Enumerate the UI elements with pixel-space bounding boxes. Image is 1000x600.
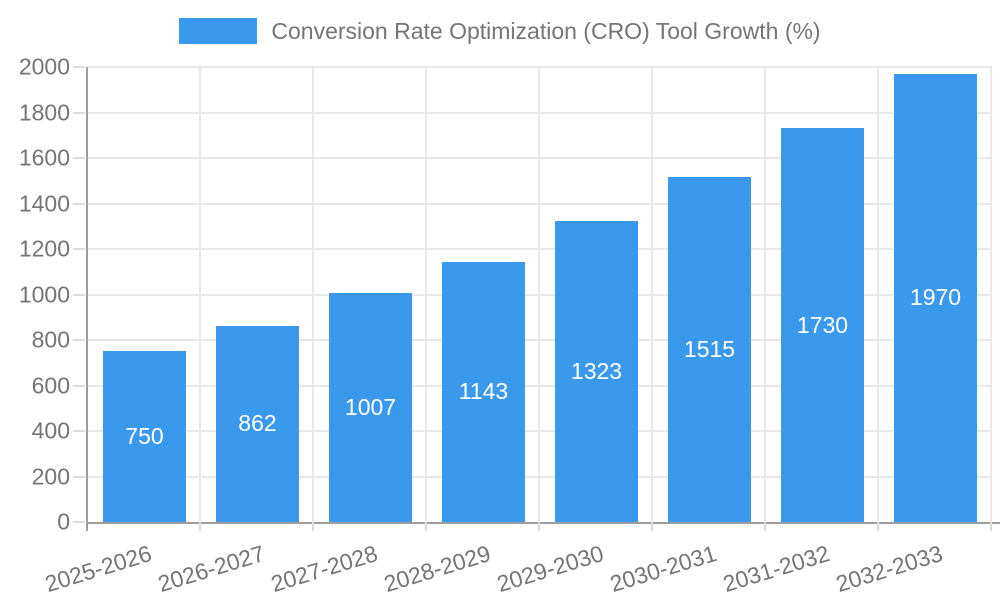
bar[interactable]: 1143 — [442, 261, 525, 522]
y-axis-tick-label: 1600 — [18, 144, 70, 171]
legend-swatch — [179, 18, 258, 44]
bar-value-label: 1143 — [458, 378, 509, 405]
bar-value-label: 1007 — [344, 393, 397, 420]
gridline-horizontal — [88, 339, 992, 341]
x-axis-tick-label: 2031-2032 — [719, 540, 833, 598]
gridline-vertical — [764, 67, 766, 522]
bar-value-label: 1970 — [909, 284, 962, 311]
x-axis-tick — [990, 522, 992, 531]
legend: Conversion Rate Optimization (CRO) Tool … — [0, 16, 1000, 46]
bar[interactable]: 1007 — [329, 292, 412, 522]
bar-value-label: 1323 — [570, 358, 623, 385]
gridline-vertical — [651, 67, 653, 522]
y-axis-tick-label: 200 — [31, 463, 70, 489]
y-axis-tick — [73, 339, 85, 341]
x-axis-tick — [538, 522, 540, 531]
x-axis-tick — [425, 522, 427, 531]
gridline-horizontal — [88, 111, 992, 114]
gridline-vertical — [425, 67, 427, 522]
bar-value-label: 750 — [125, 423, 164, 450]
bar-value-label: 862 — [238, 410, 277, 437]
x-axis-tick — [312, 522, 314, 531]
legend-label: Conversion Rate Optimization (CRO) Tool … — [271, 18, 821, 44]
y-axis-tick-label: 400 — [31, 417, 70, 444]
bar[interactable]: 1730 — [781, 128, 864, 522]
y-axis-tick — [73, 475, 85, 478]
x-axis-tick — [877, 522, 879, 531]
gridline-vertical — [199, 67, 201, 522]
x-axis-tick — [199, 522, 201, 531]
x-axis-tick-label: 2032-2033 — [832, 540, 946, 598]
bar-value-label: 1730 — [796, 311, 849, 338]
legend-item[interactable]: Conversion Rate Optimization (CRO) Tool … — [179, 16, 821, 46]
x-axis-tick-label: 2025-2026 — [41, 540, 155, 598]
gridline-horizontal — [88, 157, 992, 159]
y-axis-tick-label: 600 — [31, 372, 70, 398]
bar[interactable]: 1970 — [894, 73, 977, 522]
x-axis-tick-label: 2028-2029 — [380, 540, 494, 598]
gridline-vertical — [312, 67, 314, 522]
y-axis-tick — [73, 66, 85, 68]
y-axis-tick — [73, 202, 85, 205]
y-axis-tick-label: 1800 — [18, 99, 70, 125]
x-axis-labels: 2025-2026 2026-2027 2027-2028 2028-2029 2029… — [41, 522, 992, 600]
gridline-horizontal — [88, 248, 992, 250]
y-axis-tick — [73, 521, 85, 523]
gridline-vertical — [990, 67, 992, 522]
gridline-horizontal — [88, 66, 992, 68]
bar[interactable]: 750 — [103, 351, 186, 522]
x-axis-tick-label: 2027-2028 — [267, 540, 381, 598]
y-axis-tick — [73, 430, 85, 432]
gridline-horizontal — [88, 384, 992, 387]
bar[interactable]: 1515 — [668, 177, 751, 522]
y-axis-tick — [73, 248, 85, 250]
x-axis-tick — [764, 522, 766, 531]
bar[interactable]: 1323 — [555, 221, 638, 522]
y-axis-tick-label: 0 — [57, 508, 70, 535]
gridline-vertical — [877, 67, 879, 522]
gridline-horizontal — [88, 293, 992, 296]
y-axis-tick-label: 800 — [31, 326, 70, 353]
x-axis-tick — [651, 522, 653, 531]
gridline-horizontal — [88, 430, 992, 432]
gridline-horizontal — [88, 202, 992, 205]
y-axis-tick — [73, 384, 85, 387]
x-axis-tick-label: 2029-2030 — [493, 540, 607, 598]
y-axis-tick-label: 1000 — [18, 281, 70, 307]
bar[interactable]: 862 — [216, 325, 299, 522]
gridline-horizontal — [88, 475, 992, 478]
x-axis-tick-label: 2030-2031 — [606, 540, 720, 598]
y-axis-tick — [73, 111, 85, 114]
y-axis-tick-label: 1400 — [18, 190, 70, 216]
y-axis-tick-label: 2000 — [18, 53, 70, 80]
x-axis-line — [86, 522, 1000, 524]
y-axis-tick — [73, 293, 85, 296]
y-axis-tick — [73, 157, 85, 159]
y-axis-tick-label: 1200 — [18, 235, 70, 262]
gridline-vertical — [538, 67, 540, 522]
plot-area: 0 200 400 600 800 1000 1200 1400 1600 1800 2000 750… — [19, 54, 1000, 535]
x-axis-tick-label: 2026-2027 — [154, 540, 268, 598]
bar-value-label: 1515 — [683, 336, 736, 363]
y-axis-line — [86, 67, 88, 531]
